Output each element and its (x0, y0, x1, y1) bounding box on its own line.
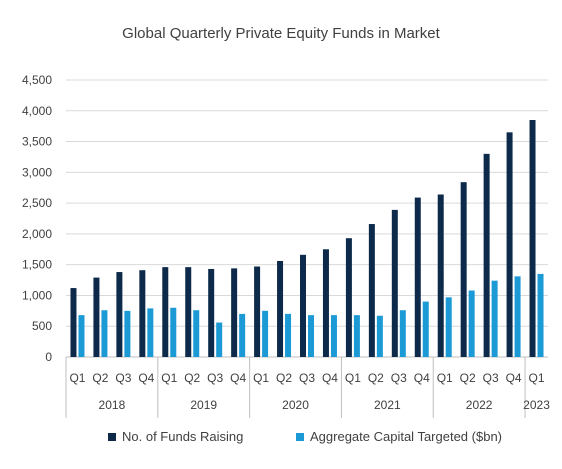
x-tick-label: Q4 (322, 371, 338, 385)
x-tick-label: Q4 (230, 371, 246, 385)
bar-funds-raising (116, 272, 123, 357)
y-tick-label: 1,000 (22, 288, 52, 302)
bar-funds-raising (460, 182, 467, 357)
x-tick-label: Q3 (391, 371, 407, 385)
bar-funds-raising (185, 267, 192, 357)
x-tick-label: Q1 (69, 371, 85, 385)
bar-funds-raising (254, 266, 261, 357)
x-tick-label: Q1 (437, 371, 453, 385)
bar-capital-targeted (399, 310, 406, 357)
bar-funds-raising (506, 132, 513, 357)
legend-swatch-capital-targeted (296, 433, 304, 441)
x-tick-label: Q2 (92, 371, 108, 385)
x-tick-label: Q3 (207, 371, 223, 385)
x-tick-label: Q3 (299, 371, 315, 385)
x-tick-label: Q3 (483, 371, 499, 385)
bar-capital-targeted (353, 315, 360, 357)
x-tick-label: Q2 (276, 371, 292, 385)
bar-funds-raising (277, 260, 284, 357)
y-tick-label: 4,000 (22, 104, 52, 118)
bar-funds-raising (345, 238, 352, 357)
bars (70, 120, 544, 357)
bar-capital-targeted (285, 313, 292, 357)
bar-capital-targeted (308, 315, 314, 357)
x-tick-label: Q4 (506, 371, 522, 385)
bar-funds-raising (368, 224, 375, 357)
x-axis: Q1 Q2 Q3 Q4 Q1 Q2 Q3 Q4 Q1 Q2 Q3 Q4 Q1 Q2 Q3 Q4 Q1 Q2 Q3 Q4… (65, 357, 550, 418)
x-tick-label: Q3 (115, 371, 131, 385)
bar-capital-targeted (78, 315, 85, 357)
y-tick-label: 0 (45, 350, 52, 364)
y-tick-label: 3,500 (22, 135, 52, 149)
y-tick-label: 4,500 (22, 73, 52, 87)
bar-capital-targeted (514, 276, 521, 357)
bar-capital-targeted (193, 310, 200, 357)
bar-capital-targeted (147, 308, 154, 357)
x-tick-label: Q1 (253, 371, 269, 385)
year-label: 2020 (282, 398, 309, 412)
bar-capital-targeted (124, 310, 131, 357)
x-tick-label: Q2 (460, 371, 476, 385)
y-tick-label: 2,500 (22, 196, 52, 210)
y-tick-label: 500 (32, 319, 52, 333)
bar-capital-targeted (491, 280, 498, 357)
bar-capital-targeted (468, 290, 475, 357)
bar-funds-raising (437, 194, 444, 357)
y-tick-label: 2,000 (22, 227, 52, 241)
legend: No. of Funds Raising Aggregate Capital Ta… (108, 429, 502, 444)
bar-capital-targeted (376, 315, 383, 357)
year-label: 2023 (523, 398, 550, 412)
bar-funds-raising (231, 268, 238, 357)
bar-funds-raising (139, 270, 146, 357)
legend-label-funds-raising: No. of Funds Raising (122, 429, 243, 444)
bar-capital-targeted (239, 313, 246, 357)
legend-swatch-funds-raising (108, 433, 116, 441)
gridlines (66, 79, 548, 358)
bar-funds-raising (208, 268, 215, 357)
legend-label-capital-targeted: Aggregate Capital Targeted ($bn) (310, 429, 502, 444)
x-tick-label: Q1 (345, 371, 361, 385)
year-label: 2018 (99, 398, 126, 412)
x-tick-label: Q4 (138, 371, 154, 385)
x-tick-label: Q4 (414, 371, 430, 385)
year-label: 2019 (190, 398, 217, 412)
year-label: 2022 (466, 398, 493, 412)
bar-funds-raising (483, 153, 490, 357)
x-tick-label: Q1 (161, 371, 177, 385)
bar-capital-targeted (422, 301, 429, 357)
bar-funds-raising (162, 267, 169, 357)
bar-capital-targeted (216, 322, 223, 357)
bar-funds-raising (414, 197, 421, 357)
bar-funds-raising (529, 120, 536, 357)
bar-funds-raising (93, 277, 100, 357)
bar-capital-targeted (330, 315, 337, 357)
bar-funds-raising (322, 249, 329, 357)
y-tick-label: 3,000 (22, 165, 52, 179)
bar-capital-targeted (170, 307, 177, 357)
y-axis-tick-labels: 0 500 1,000 1,500 2,000 2,500 3,000 3,500 4,000 4… (22, 73, 52, 364)
bar-funds-raising (300, 254, 306, 357)
bar-capital-targeted (445, 297, 452, 357)
bar-funds-raising (391, 209, 398, 357)
chart-title: Global Quarterly Private Equity Funds in… (122, 25, 440, 42)
x-tick-label: Q2 (368, 371, 384, 385)
bar-capital-targeted (101, 310, 108, 357)
bar-capital-targeted (262, 310, 269, 357)
y-tick-label: 1,500 (22, 258, 52, 272)
x-tick-label: Q2 (184, 371, 200, 385)
x-tick-label: Q1 (529, 371, 545, 385)
bar-funds-raising (70, 288, 77, 357)
bar-capital-targeted (537, 273, 544, 357)
year-label: 2021 (374, 398, 401, 412)
